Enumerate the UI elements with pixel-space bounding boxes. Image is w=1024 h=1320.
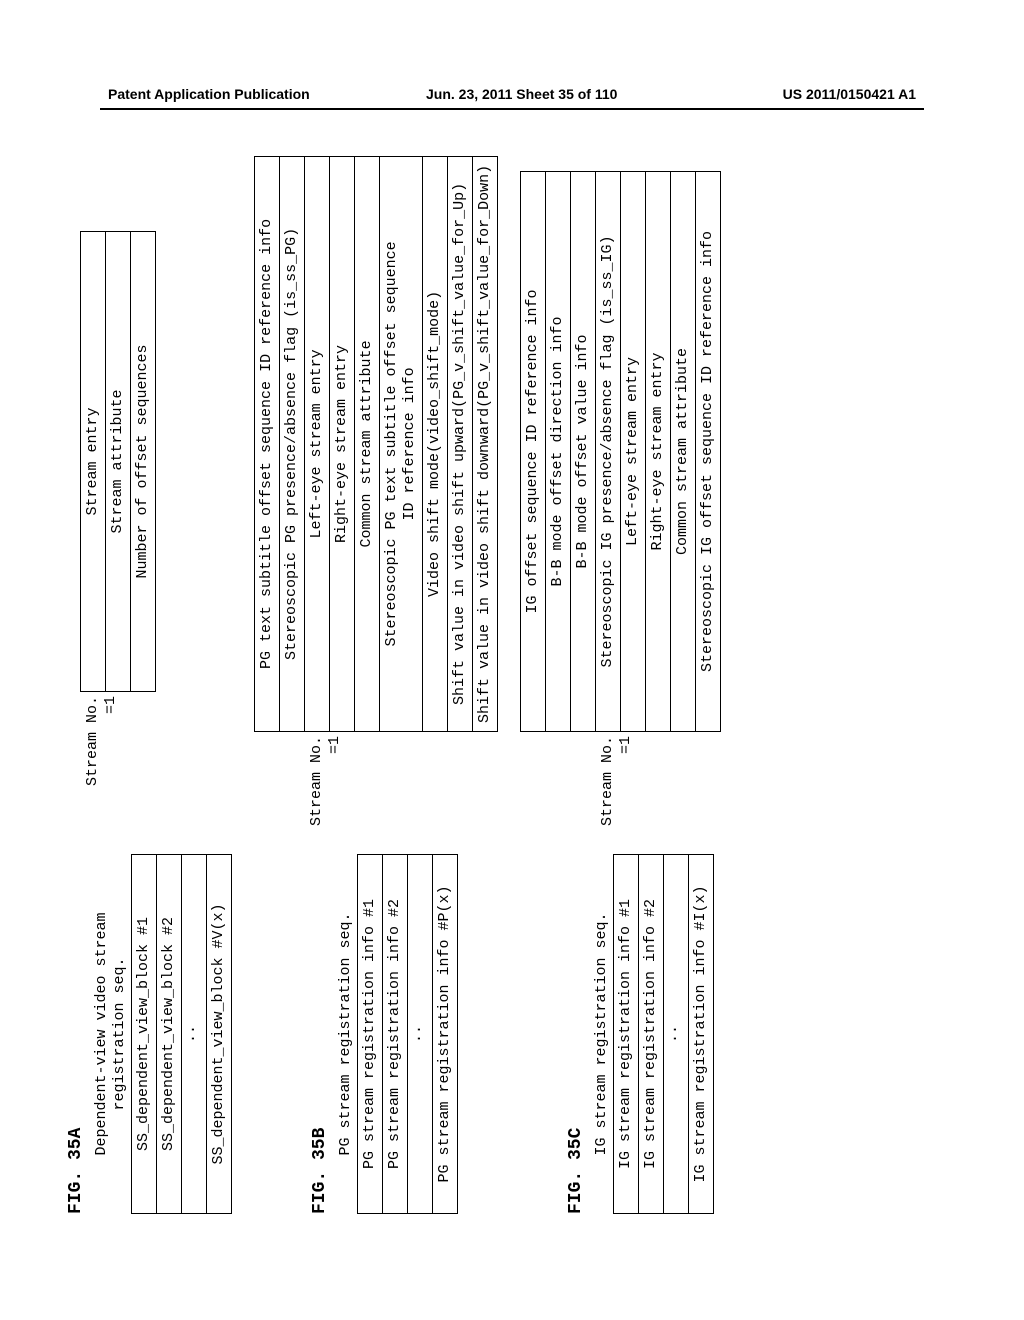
table-row: Common stream attribute — [355, 156, 380, 731]
table-row: PG stream registration info #2 — [383, 855, 408, 1214]
fig-a-left-title: Dependent-view video stream registration… — [90, 855, 132, 1214]
table-row: IG stream registration info #1 — [614, 855, 639, 1214]
table-row: PG text subtitle offset sequence ID refe… — [255, 156, 280, 731]
fig-b-left-table: PG stream registration seq. PG stream re… — [334, 854, 458, 1214]
header-left: Patent Application Publication — [108, 86, 310, 102]
table-row: Number of offset sequences — [131, 231, 156, 691]
fig-35a: FIG. 35A Dependent-view video stream reg… — [60, 114, 232, 1214]
table-row: IG stream registration info #I(x) — [689, 855, 714, 1214]
fig-a-right-table: Stream No. =1 Stream entry Stream attrib… — [80, 231, 156, 794]
fig-label-c: FIG. 35C — [566, 854, 586, 1214]
stream-no-value: =1 — [617, 736, 634, 754]
table-row: IG offset sequence ID reference info — [521, 171, 546, 731]
fig-label-b: FIG. 35B — [310, 854, 330, 1214]
table-row: SS_dependent_view_block #2 — [157, 855, 182, 1214]
stream-no-label: Stream No. — [308, 736, 325, 826]
table-row: SS_dependent_view_block #1 — [132, 855, 157, 1214]
fig-c-left-table: IG stream registration seq. IG stream re… — [590, 854, 714, 1214]
header-center: Jun. 23, 2011 Sheet 35 of 110 — [426, 86, 617, 102]
table-row: Stream entry — [81, 231, 106, 691]
stream-no-value: =1 — [102, 696, 119, 714]
fig-c-left-title: IG stream registration seq. — [590, 855, 614, 1214]
table-row: Stereoscopic IG presence/absence flag (i… — [596, 171, 621, 731]
fig-b-left-title: PG stream registration seq. — [334, 855, 358, 1214]
table-row: Shift value in video shift downward(PG_v… — [473, 156, 498, 731]
table-row: Video shift mode(video_shift_mode) — [423, 156, 448, 731]
fig-b-right-table: PG text subtitle offset sequence ID refe… — [254, 156, 498, 834]
table-row: Stream attribute — [106, 231, 131, 691]
table-row: Left-eye stream entry — [621, 171, 646, 731]
header-right: US 2011/0150421 A1 — [783, 86, 916, 102]
stream-no-value: =1 — [326, 736, 343, 754]
table-row: Stereoscopic IG offset sequence ID refer… — [696, 171, 721, 731]
table-row: Common stream attribute — [671, 171, 696, 731]
fig-35b: FIG. 35B PG stream registration seq. PG … — [254, 114, 498, 1214]
table-row: ·· — [182, 855, 207, 1214]
table-row: Stereoscopic PG text subtitle offset seq… — [380, 156, 423, 731]
table-row: SS_dependent_view_block #V(x) — [207, 855, 232, 1214]
table-row: PG stream registration info #P(x) — [433, 855, 458, 1214]
fig-c-right-table: IG offset sequence ID reference info B-B… — [520, 171, 721, 834]
table-row: ·· — [408, 855, 433, 1214]
table-row: Right-eye stream entry — [646, 171, 671, 731]
fig-35c: FIG. 35C IG stream registration seq. IG … — [520, 114, 721, 1214]
table-row: Stereoscopic PG presence/absence flag (i… — [280, 156, 305, 731]
table-row: Shift value in video shift upward(PG_v_s… — [448, 156, 473, 731]
header-rule — [100, 108, 924, 110]
fig-label-a: FIG. 35A — [66, 854, 86, 1214]
table-row: IG stream registration info #2 — [639, 855, 664, 1214]
table-row: ·· — [664, 855, 689, 1214]
stream-no-label: Stream No. — [599, 736, 616, 826]
table-row: B-B mode offset value info — [571, 171, 596, 731]
table-row: B-B mode offset direction info — [546, 171, 571, 731]
fig-a-left-table: Dependent-view video stream registration… — [90, 854, 232, 1214]
table-row: Right-eye stream entry — [330, 156, 355, 731]
stream-no-label: Stream No. — [84, 696, 101, 786]
table-row: PG stream registration info #1 — [358, 855, 383, 1214]
table-row: Left-eye stream entry — [305, 156, 330, 731]
figure-content: FIG. 35A Dependent-view video stream reg… — [0, 150, 1024, 1174]
